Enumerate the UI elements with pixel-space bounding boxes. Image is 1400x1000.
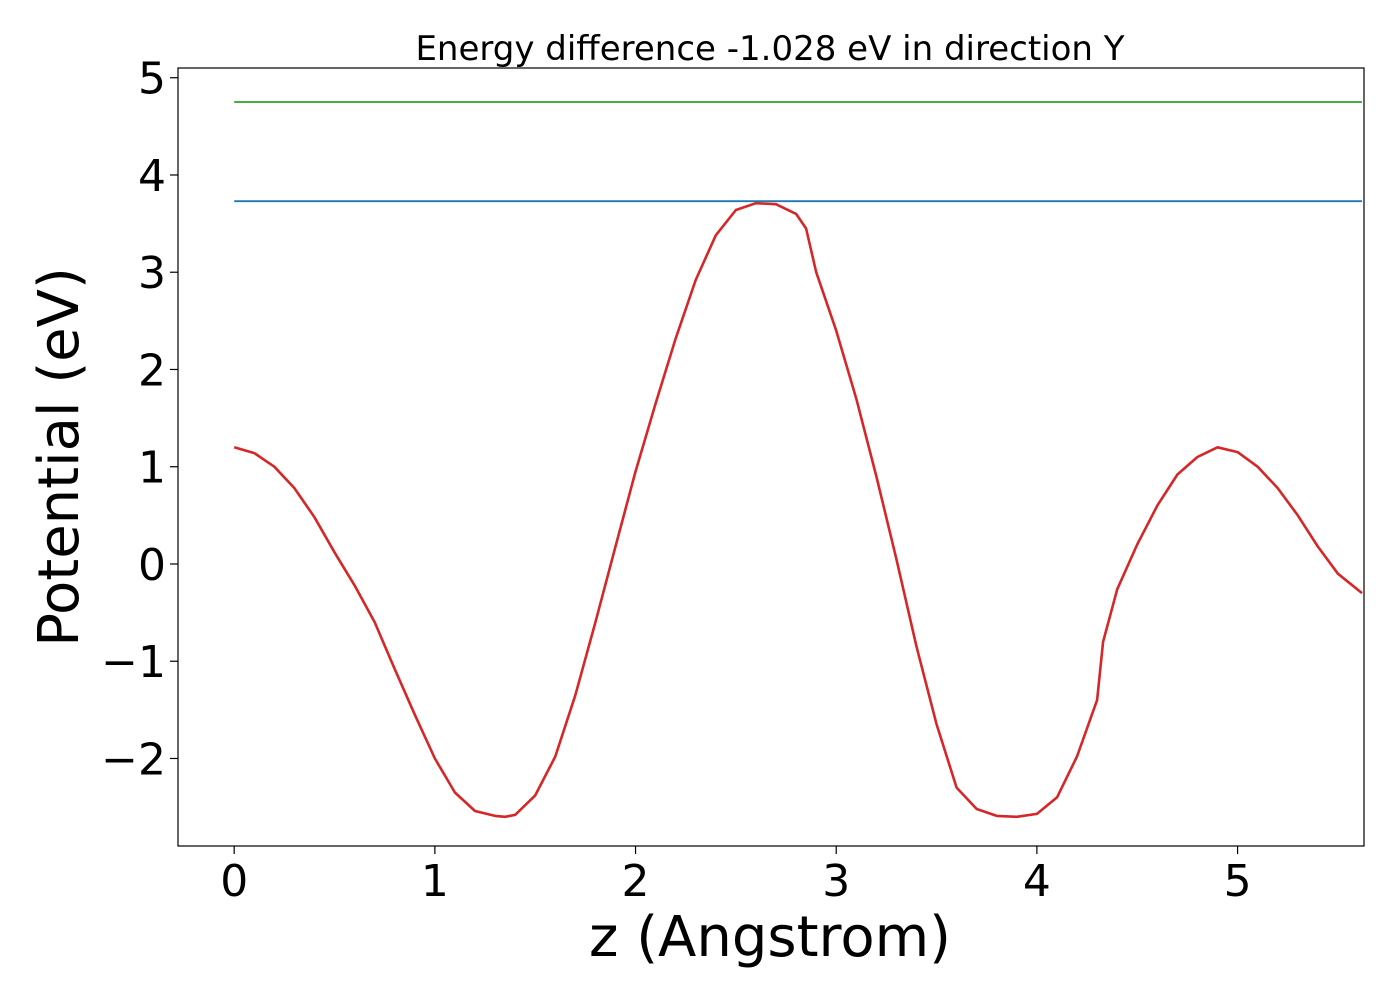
x-tick-label: 0 bbox=[220, 856, 248, 907]
y-tick-label: −2 bbox=[101, 734, 166, 785]
x-tick-label: 2 bbox=[622, 856, 650, 907]
y-tick-label: 0 bbox=[138, 540, 166, 591]
series-layer bbox=[233, 101, 1363, 819]
y-axis-label: Potential (eV) bbox=[27, 267, 92, 647]
series-line-0 bbox=[233, 201, 1363, 819]
x-tick-label: 3 bbox=[822, 856, 850, 907]
x-axis: 0 1 2 3 4 5 bbox=[220, 846, 1252, 907]
y-axis: −2 −1 0 1 2 3 4 5 bbox=[101, 54, 178, 785]
x-tick-label: 1 bbox=[421, 856, 449, 907]
y-tick-label: −1 bbox=[101, 637, 166, 688]
x-axis-label: z (Angstrom) bbox=[589, 905, 951, 970]
y-tick-label: 1 bbox=[138, 443, 166, 494]
y-tick-label: 4 bbox=[138, 151, 166, 202]
x-tick-label: 4 bbox=[1023, 856, 1051, 907]
y-tick-label: 5 bbox=[138, 54, 166, 105]
plot-frame bbox=[177, 67, 1365, 847]
chart-title: Energy difference -1.028 eV in direction… bbox=[415, 29, 1124, 69]
y-tick-label: 2 bbox=[138, 345, 166, 396]
y-tick-label: 3 bbox=[138, 248, 166, 299]
x-tick-label: 5 bbox=[1224, 856, 1252, 907]
